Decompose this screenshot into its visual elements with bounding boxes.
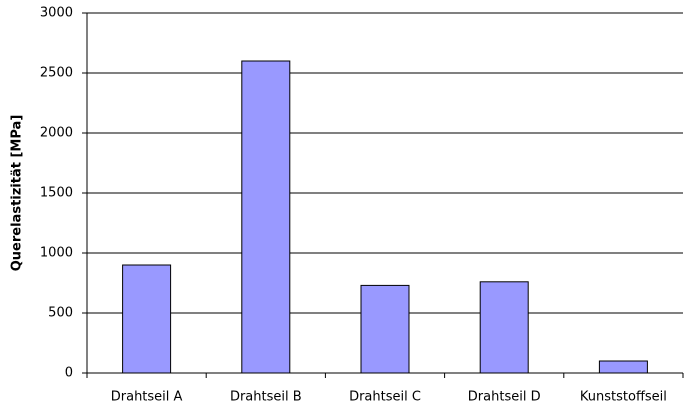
y-tick-label: 1500	[40, 186, 73, 201]
y-tick-label: 500	[48, 306, 73, 321]
x-tick-label: Drahtseil D	[468, 390, 541, 405]
y-tick-label: 1000	[40, 246, 73, 261]
bar	[479, 281, 529, 374]
bar	[122, 264, 172, 374]
y-tick-label: 0	[65, 366, 73, 381]
x-tick-label: Drahtseil A	[111, 390, 183, 405]
y-tick-label: 3000	[40, 6, 73, 21]
bar	[598, 360, 648, 374]
bar	[241, 60, 291, 374]
x-tick-label: Kunststoffseil	[580, 390, 667, 405]
x-tick-label: Drahtseil C	[349, 390, 421, 405]
x-tick-label: Drahtseil B	[230, 390, 302, 405]
bar	[360, 284, 410, 374]
y-axis-title: Querelastizität [MPa]	[10, 115, 25, 272]
y-tick-label: 2000	[40, 126, 73, 141]
y-tick-label: 2500	[40, 66, 73, 81]
